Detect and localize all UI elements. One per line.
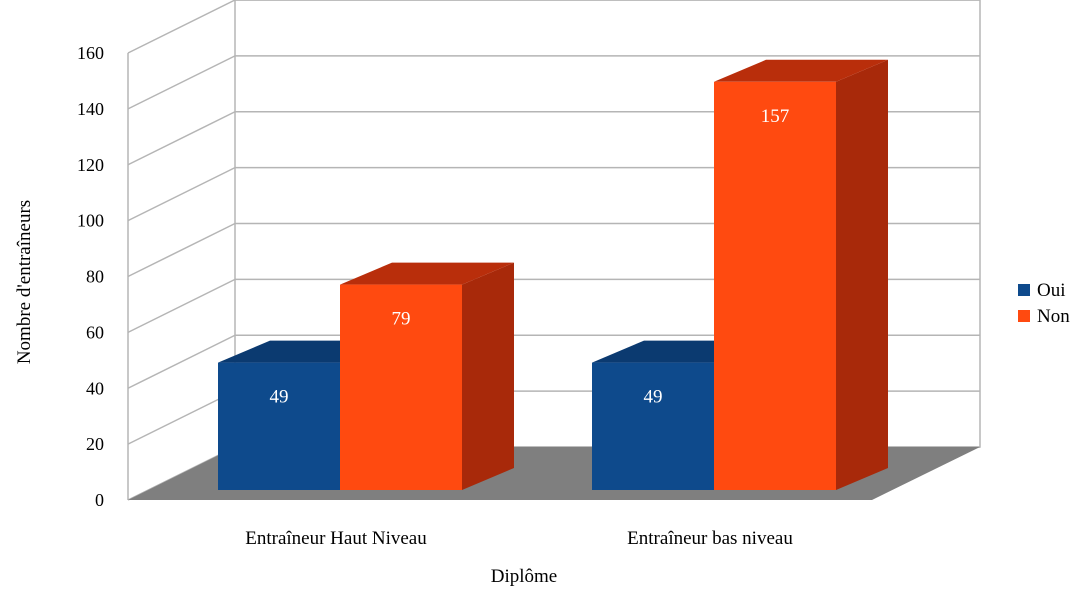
y-tick-label: 80 [86,267,104,287]
bar-side [836,59,888,491]
gridline-side [127,55,236,110]
bar-data-label: 49 [270,387,289,408]
legend-swatch [1018,310,1030,322]
gridline-side [127,222,236,278]
y-tick-label: 120 [77,155,104,175]
y-tick-label: 140 [77,99,104,119]
bar-front [592,362,714,490]
legend: Oui Non [1018,280,1070,327]
legend-item-oui: Oui [1018,280,1066,301]
legend-label: Oui [1037,280,1066,301]
bar-non-1: 157 [714,59,888,491]
y-axis-title: Nombre d'entraîneurs [14,200,35,364]
x-axis-title: Diplôme [491,566,558,587]
gridline-side [127,111,236,166]
gridline-side [127,390,236,445]
x-category-label: Entraîneur Haut Niveau [245,528,427,549]
bars: 49 79 49 157 [218,59,888,491]
bar-front [218,362,340,490]
bar-data-label: 79 [392,309,411,330]
y-tick-label: 160 [77,43,104,63]
bar-front [340,284,462,490]
legend-label: Non [1037,306,1070,327]
y-tick-label: 100 [77,211,104,231]
gridline-side [127,278,236,334]
bar-front [714,81,836,491]
y-tick-label: 40 [86,378,104,398]
bar-data-label: 157 [761,106,790,127]
bar-non-0: 79 [340,262,514,490]
y-tick-label: 20 [86,434,104,454]
gridline-side [127,334,236,389]
legend-item-non: Non [1018,306,1070,327]
y-axis-ticks: 0 20 40 60 80 100 120 140 160 [77,43,104,510]
gridline-side [127,166,236,222]
bar-top [340,262,514,285]
gridline-side [127,0,236,54]
bar-data-label: 49 [644,387,663,408]
x-category-label: Entraîneur bas niveau [627,528,793,549]
bar-side [462,262,514,490]
bar-top [714,59,888,82]
y-tick-label: 0 [95,490,104,510]
x-axis-ticks: Entraîneur Haut Niveau Entraîneur bas niv… [245,528,793,549]
legend-swatch [1018,284,1030,296]
y-tick-label: 60 [86,322,104,342]
